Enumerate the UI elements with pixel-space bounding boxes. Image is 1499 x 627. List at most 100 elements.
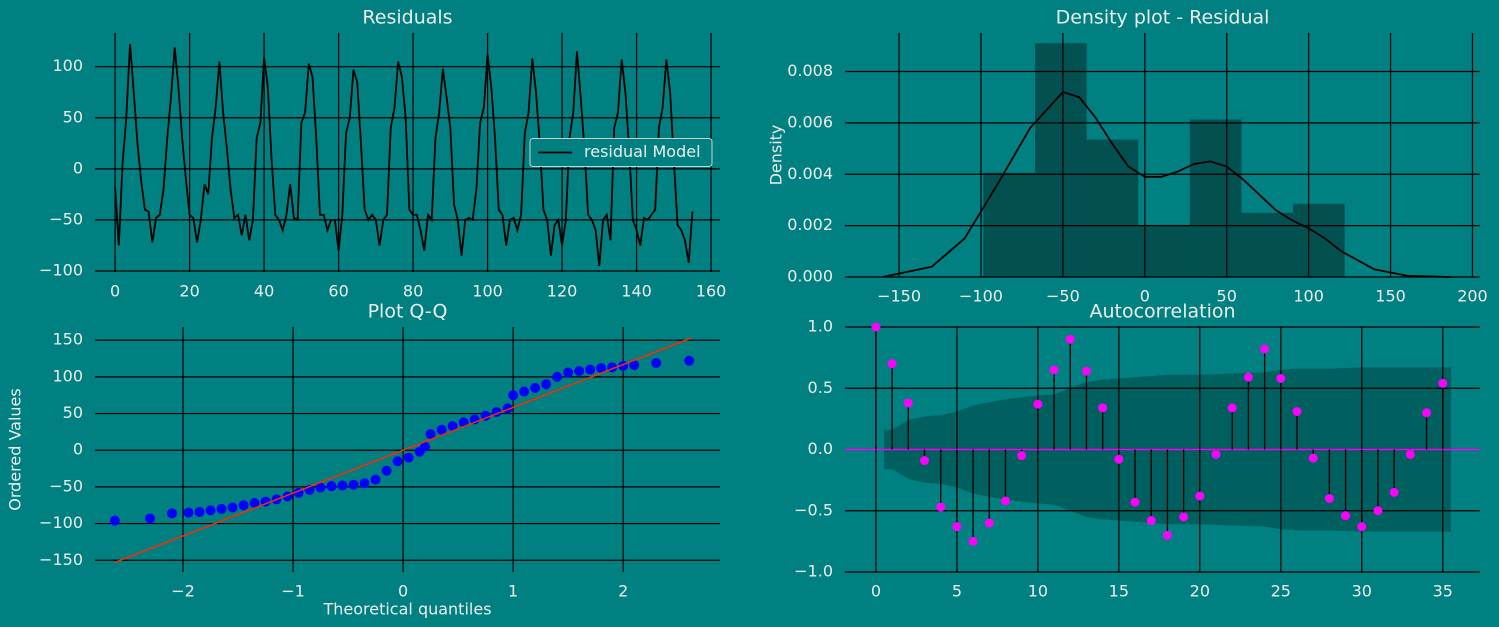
- qq-point: [359, 478, 370, 489]
- qq-point: [227, 502, 238, 513]
- y-tick-label: 0: [73, 440, 83, 459]
- legend-label: residual Model: [584, 142, 701, 161]
- chart-title: Autocorrelation: [1089, 301, 1235, 323]
- qq-point: [249, 498, 260, 509]
- x-tick-label: 10: [1028, 582, 1048, 601]
- y-tick-label: 0: [73, 158, 83, 177]
- y-tick-label: −50: [49, 209, 83, 228]
- x-tick-label: 100: [1293, 287, 1324, 306]
- hist-bar: [1138, 224, 1190, 277]
- chart-title: Plot Q-Q: [368, 301, 448, 323]
- x-tick-label: 0: [1140, 287, 1150, 306]
- y-tick-label: 50: [63, 107, 83, 126]
- acf-marker: [1276, 373, 1286, 383]
- x-tick-label: 40: [254, 282, 274, 301]
- qq-point: [167, 508, 178, 519]
- acf-marker: [1324, 494, 1334, 503]
- y-axis-label: Density: [767, 125, 786, 186]
- y-tick-label: 150: [52, 330, 83, 349]
- qq-point: [326, 481, 337, 492]
- qq-point: [447, 421, 458, 432]
- qq-point: [629, 360, 640, 371]
- y-tick-label: 0.000: [787, 267, 833, 286]
- acf-marker: [1195, 491, 1205, 501]
- qq-point: [238, 500, 249, 511]
- qq-point: [563, 367, 574, 378]
- fit-line: [114, 337, 692, 564]
- y-tick-label: 0.5: [808, 378, 833, 397]
- hist-bar: [1035, 43, 1087, 278]
- x-tick-label: 2: [618, 582, 628, 601]
- qq-point: [425, 429, 436, 440]
- acf-marker: [936, 502, 946, 512]
- acf-marker: [1017, 451, 1027, 461]
- x-tick-label: 150: [1375, 287, 1406, 306]
- y-tick-label: 0.0: [808, 439, 833, 458]
- x-tick-label: 200: [1457, 287, 1488, 306]
- y-tick-label: 0.008: [787, 61, 833, 80]
- qq-point: [508, 390, 519, 401]
- x-tick-label: 60: [328, 282, 348, 301]
- x-axis-label: Theoretical quantiles: [322, 600, 491, 619]
- qq-point: [315, 482, 326, 493]
- residual-line: [114, 44, 694, 266]
- hist-bar: [983, 172, 1036, 277]
- x-tick-label: 100: [472, 282, 503, 301]
- x-tick-label: −1: [281, 582, 305, 601]
- x-tick-label: −50: [1046, 287, 1080, 306]
- x-tick-label: 1: [508, 582, 518, 601]
- x-tick-label: 25: [1271, 582, 1291, 601]
- qq-point: [370, 474, 381, 485]
- qq-point: [552, 371, 563, 382]
- y-tick-label: −100: [39, 260, 83, 279]
- acf-marker: [1422, 408, 1432, 418]
- hist-bar: [1293, 203, 1345, 277]
- acf-marker: [1438, 378, 1448, 388]
- acf-marker: [984, 518, 994, 528]
- qq-point: [519, 386, 530, 397]
- acf-marker: [1098, 403, 1108, 413]
- y-tick-label: 1.0: [808, 317, 833, 336]
- qq-point: [541, 379, 552, 390]
- qq-point: [348, 479, 359, 490]
- y-axis-label: Ordered Values: [6, 388, 25, 510]
- qq-point: [458, 417, 469, 428]
- qq-point: [684, 355, 695, 366]
- qq-point: [109, 515, 120, 526]
- qq-point: [205, 505, 216, 516]
- y-tick-label: −150: [39, 550, 83, 569]
- chart-title: Density plot - Residual: [1056, 7, 1270, 29]
- y-tick-label: 0.004: [787, 164, 833, 183]
- x-tick-label: 80: [403, 282, 423, 301]
- y-tick-label: 100: [52, 366, 83, 385]
- x-tick-label: 20: [1190, 582, 1210, 601]
- qq-point: [585, 364, 596, 375]
- acf-marker: [952, 522, 962, 532]
- qq-point: [392, 456, 403, 467]
- hist-bar: [1189, 119, 1242, 277]
- acf-marker: [1081, 366, 1091, 376]
- qq-point: [216, 503, 227, 514]
- acf-marker: [968, 536, 978, 546]
- acf-marker: [1000, 496, 1010, 506]
- x-tick-label: 50: [1217, 287, 1237, 306]
- x-tick-label: 140: [621, 282, 652, 301]
- acf-marker: [1373, 506, 1383, 516]
- acf-marker: [920, 456, 930, 466]
- y-tick-label: −0.5: [794, 500, 833, 519]
- x-tick-label: 0: [871, 582, 881, 601]
- acf-marker: [1243, 372, 1253, 382]
- qq-point: [574, 366, 585, 377]
- x-tick-label: 160: [696, 282, 727, 301]
- kde-line: [882, 91, 1452, 278]
- x-tick-label: 15: [1109, 582, 1129, 601]
- acf-marker: [1049, 365, 1059, 375]
- qq-point: [183, 507, 194, 518]
- x-tick-label: −150: [877, 287, 921, 306]
- acf-marker: [1308, 453, 1318, 463]
- acf-marker: [1130, 497, 1140, 507]
- x-tick-label: 0: [110, 282, 120, 301]
- y-tick-label: 100: [52, 56, 83, 75]
